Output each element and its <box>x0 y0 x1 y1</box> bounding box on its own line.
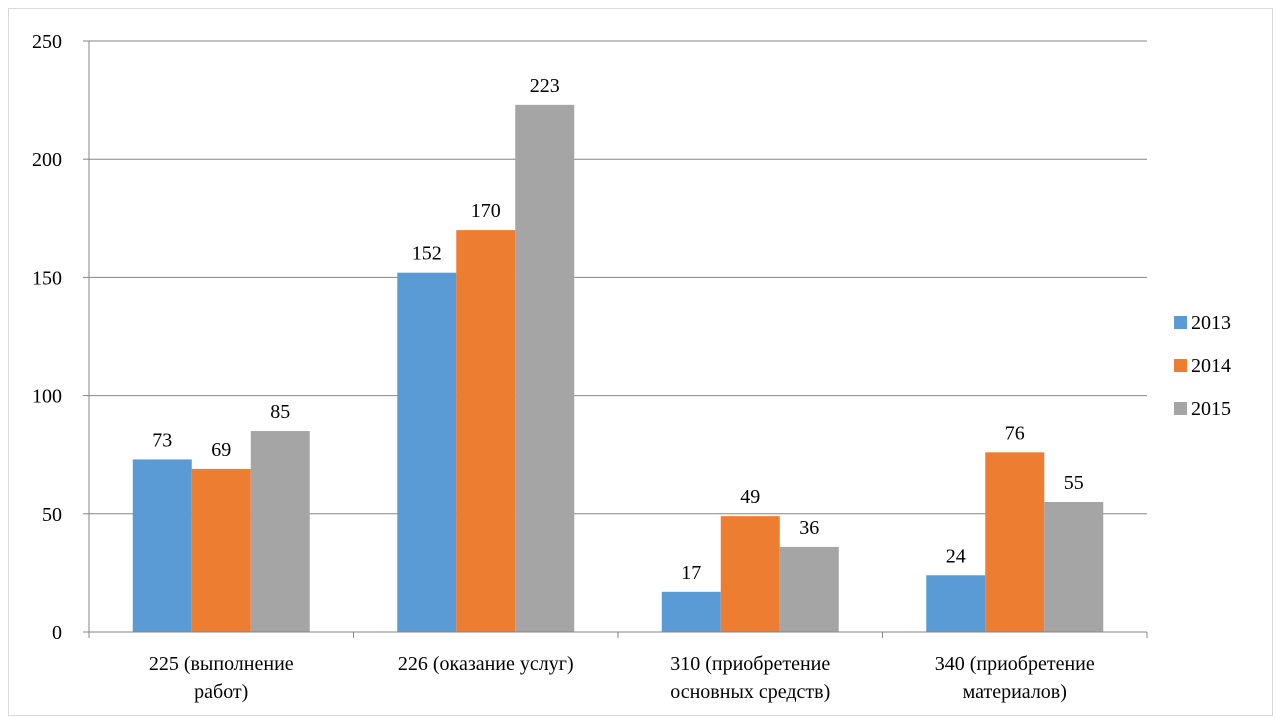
bar <box>515 104 575 632</box>
x-category-label-line: 226 (оказание услуг) <box>398 653 574 675</box>
data-label: 55 <box>1064 472 1084 494</box>
y-axis: 0 50 100 150 200 250 <box>32 31 90 644</box>
x-category-label: 225 (выполнение работ) <box>149 653 294 703</box>
legend-swatch <box>1174 316 1187 329</box>
data-label: 170 <box>471 200 501 222</box>
bar <box>191 468 251 632</box>
chart-frame <box>8 8 1273 716</box>
data-label: 69 <box>211 439 231 461</box>
x-category-label-line: основных средств) <box>670 681 830 703</box>
data-label: 152 <box>412 243 442 265</box>
data-label: 17 <box>681 562 701 584</box>
bar <box>456 230 516 632</box>
bar <box>926 575 986 632</box>
y-tick-label: 150 <box>32 267 62 289</box>
x-category-label: 226 (оказание услуг) <box>398 653 574 675</box>
bar <box>132 459 192 632</box>
x-category-label: 310 (приобретение основных средств) <box>670 653 830 703</box>
data-label: 223 <box>530 75 560 97</box>
data-labels: 73 69 85 152 170 223 17 49 36 24 76 55 <box>152 75 1084 584</box>
gridlines <box>89 40 1147 515</box>
x-axis: 225 (выполнение работ) 226 (оказание услуг… <box>88 631 1148 703</box>
bar <box>661 591 721 632</box>
y-tick-label: 0 <box>52 622 62 644</box>
data-label: 49 <box>740 486 760 508</box>
bar <box>1044 501 1104 632</box>
data-label: 85 <box>270 401 290 423</box>
legend-swatch <box>1174 359 1187 372</box>
y-tick-label: 50 <box>42 504 62 526</box>
legend-label: 2013 <box>1191 312 1231 334</box>
x-category-label: 340 (приобретение материалов) <box>935 653 1095 703</box>
bar <box>779 546 839 632</box>
legend-label: 2014 <box>1191 355 1231 377</box>
x-category-label-line: 225 (выполнение <box>149 653 294 675</box>
data-label: 36 <box>799 517 819 539</box>
bar <box>397 272 457 632</box>
legend: 2013 2014 2015 <box>1174 312 1231 420</box>
legend-swatch <box>1174 402 1187 415</box>
x-category-label-line: 310 (приобретение <box>670 653 830 675</box>
x-category-label-line: материалов) <box>963 681 1067 703</box>
data-label: 24 <box>946 545 966 567</box>
legend-label: 2015 <box>1191 398 1231 420</box>
bars <box>132 104 1104 632</box>
bar <box>985 452 1045 632</box>
y-tick-label: 100 <box>32 386 62 408</box>
bar <box>250 431 310 632</box>
x-category-label-line: работ) <box>194 681 248 703</box>
x-category-label-line: 340 (приобретение <box>935 653 1095 675</box>
y-tick-label: 200 <box>32 149 62 171</box>
data-label: 73 <box>152 429 172 451</box>
y-tick-label: 250 <box>32 31 62 53</box>
data-label: 76 <box>1005 422 1025 444</box>
bar <box>720 516 780 632</box>
